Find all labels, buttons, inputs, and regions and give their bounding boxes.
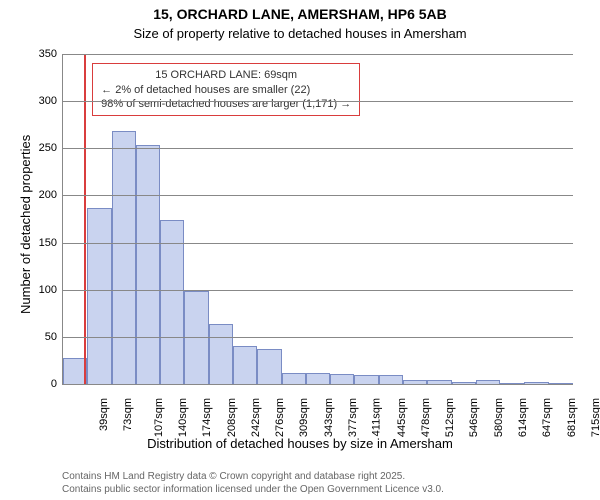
y-gridline [63, 148, 573, 149]
chart-container: 15, ORCHARD LANE, AMERSHAM, HP6 5AB Size… [0, 0, 600, 500]
y-tick-label: 50 [45, 331, 63, 343]
bar [257, 349, 281, 384]
x-tick-label: 614sqm [517, 398, 529, 437]
y-tick-label: 300 [39, 95, 63, 107]
y-tick-label: 0 [51, 378, 63, 390]
bar [233, 346, 257, 384]
bar [354, 375, 378, 384]
bar [306, 373, 330, 384]
x-tick-label: 478sqm [420, 398, 432, 437]
y-gridline [63, 384, 573, 385]
chart-title: 15, ORCHARD LANE, AMERSHAM, HP6 5AB [0, 6, 600, 22]
y-gridline [63, 195, 573, 196]
footer-line-1: Contains HM Land Registry data © Crown c… [62, 470, 444, 483]
bar [87, 208, 111, 384]
bar [330, 374, 354, 384]
y-gridline [63, 290, 573, 291]
x-tick-label: 309sqm [299, 398, 311, 437]
bar [160, 220, 184, 384]
x-tick-label: 377sqm [347, 398, 359, 437]
y-tick-label: 100 [39, 284, 63, 296]
y-tick-label: 250 [39, 142, 63, 154]
x-tick-label: 546sqm [469, 398, 481, 437]
plot-area: 15 ORCHARD LANE: 69sqm← 2% of detached h… [62, 54, 573, 385]
x-tick-label: 647sqm [541, 398, 553, 437]
annotation-line: ← 2% of detached houses are smaller (22) [101, 83, 351, 97]
y-tick-label: 350 [39, 48, 63, 60]
bar [136, 145, 160, 384]
annotation-line: 98% of semi-detached houses are larger (… [101, 97, 351, 111]
bar [112, 131, 136, 384]
x-tick-label: 343sqm [323, 398, 335, 437]
y-gridline [63, 243, 573, 244]
y-gridline [63, 337, 573, 338]
x-tick-label: 715sqm [590, 398, 600, 437]
x-tick-label: 580sqm [493, 398, 505, 437]
chart-subtitle: Size of property relative to detached ho… [0, 26, 600, 41]
footer-credits: Contains HM Land Registry data © Crown c… [62, 470, 444, 496]
bar [379, 375, 403, 384]
reference-line [84, 54, 86, 384]
annotation-line: 15 ORCHARD LANE: 69sqm [101, 68, 351, 82]
y-tick-label: 150 [39, 237, 63, 249]
x-tick-label: 512sqm [444, 398, 456, 437]
bar [282, 373, 306, 384]
x-tick-label: 411sqm [371, 398, 383, 436]
x-tick-label: 107sqm [153, 398, 165, 437]
x-tick-label: 73sqm [122, 398, 134, 431]
footer-line-2: Contains public sector information licen… [62, 483, 444, 496]
x-axis-label: Distribution of detached houses by size … [0, 436, 600, 451]
x-tick-label: 242sqm [250, 398, 262, 437]
bar [209, 324, 233, 384]
x-tick-label: 208sqm [226, 398, 238, 437]
x-tick-label: 681sqm [566, 398, 578, 437]
x-tick-label: 174sqm [201, 398, 213, 437]
x-tick-label: 445sqm [396, 398, 408, 437]
y-axis-label: Number of detached properties [18, 135, 33, 314]
x-tick-label: 276sqm [274, 398, 286, 437]
y-gridline [63, 54, 573, 55]
x-tick-label: 140sqm [177, 398, 189, 437]
y-tick-label: 200 [39, 189, 63, 201]
annotation-box: 15 ORCHARD LANE: 69sqm← 2% of detached h… [92, 63, 360, 116]
x-tick-label: 39sqm [98, 398, 110, 431]
y-gridline [63, 101, 573, 102]
